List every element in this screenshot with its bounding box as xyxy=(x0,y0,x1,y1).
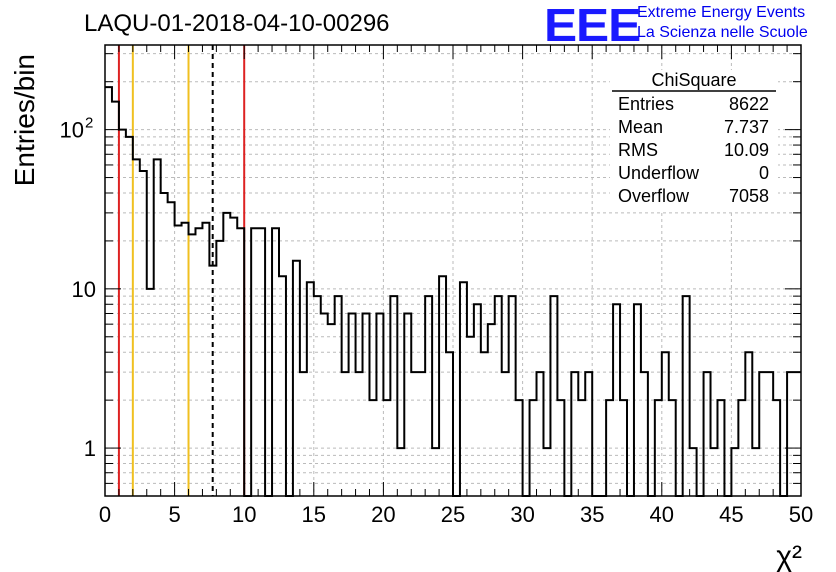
x-tick-label: 10 xyxy=(232,502,256,527)
x-tick-label: 5 xyxy=(168,502,180,527)
stats-row-value: 7058 xyxy=(729,186,769,206)
eee-logo: EEE xyxy=(544,0,641,51)
stats-row-label: Entries xyxy=(618,94,674,114)
x-tick-label: 20 xyxy=(371,502,395,527)
stats-box: ChiSquare Entries 8622 Mean 7.737 RMS 10.09 Un… xyxy=(610,70,778,212)
histogram-title: LAQU-01-2018-04-10-00296 xyxy=(84,10,390,37)
logo-caption-line2: La Scienza nelle Scuole xyxy=(637,24,808,41)
stats-row-label: Underflow xyxy=(618,163,700,183)
axes xyxy=(104,44,802,497)
y-tick-label: 10 xyxy=(72,277,96,302)
vertical-markers xyxy=(117,45,246,496)
y-axis-label: Entries/bin xyxy=(9,54,40,186)
x-tick-label: 35 xyxy=(580,502,604,527)
stats-row-label: Overflow xyxy=(618,186,690,206)
stats-row-value: 0 xyxy=(759,163,769,183)
stats-box-name: ChiSquare xyxy=(651,70,736,90)
x-tick-label: 45 xyxy=(719,502,743,527)
logo-caption-line1: Extreme Energy Events xyxy=(637,4,806,21)
y-tick-label-exponent: 2 xyxy=(85,115,93,132)
x-tick-label: 25 xyxy=(441,502,465,527)
stats-box-background xyxy=(610,70,778,212)
stats-row-value: 8622 xyxy=(729,94,769,114)
stats-row-value: 10.09 xyxy=(724,140,769,160)
stats-row-label: RMS xyxy=(618,140,658,160)
x-axis-label: χ² xyxy=(776,540,802,572)
y-tick-label: 1 xyxy=(84,436,96,461)
stats-row-value: 7.737 xyxy=(724,117,769,137)
x-tick-label: 30 xyxy=(510,502,534,527)
x-tick-label: 15 xyxy=(302,502,326,527)
y-tick-label: 10 xyxy=(60,118,84,143)
x-tick-label: 40 xyxy=(650,502,674,527)
stats-row-label: Mean xyxy=(618,117,663,137)
x-tick-label: 0 xyxy=(99,502,111,527)
x-tick-label: 50 xyxy=(789,502,813,527)
